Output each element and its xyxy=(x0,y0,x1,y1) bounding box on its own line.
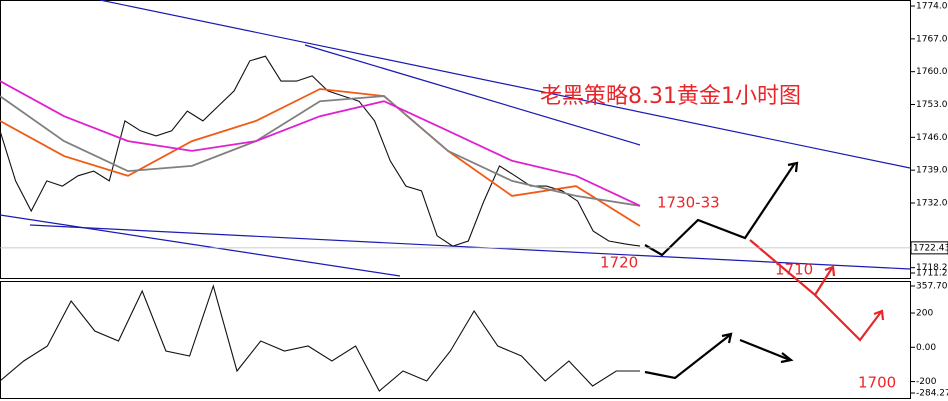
y-tick-label: -200 xyxy=(916,377,937,387)
annotation: 1700 xyxy=(858,374,896,392)
arrow-head xyxy=(873,309,885,321)
channel-line xyxy=(29,224,911,270)
main-panel xyxy=(0,0,911,279)
y-tick-label: -284.278 xyxy=(916,389,948,399)
y-tick-label: 1732.00 xyxy=(916,198,948,208)
series-line xyxy=(0,284,640,392)
arrow-path xyxy=(644,162,796,257)
y-tick-label: 0.00 xyxy=(916,343,936,353)
y-tick-label: 1711.20 xyxy=(916,269,948,279)
arrow-path xyxy=(644,334,731,380)
arrow-head xyxy=(824,265,836,277)
series-line xyxy=(0,80,641,207)
sub-panel xyxy=(0,281,911,399)
arrow-path xyxy=(814,294,882,342)
channel-line xyxy=(304,44,641,146)
y-tick-label: 1774.00 xyxy=(916,2,948,12)
arrow-path xyxy=(739,338,791,362)
arrow-head xyxy=(787,161,799,173)
y-tick-label: 1767.00 xyxy=(916,34,948,44)
arrow-head xyxy=(721,332,733,344)
chart-title: 老黑策略8.31黄金1小时图 xyxy=(540,84,801,109)
y-tick-label: 1739.00 xyxy=(916,166,948,176)
channel-line xyxy=(99,0,911,169)
annotation: 1710 xyxy=(775,261,813,279)
arrows xyxy=(644,161,885,380)
channel-line xyxy=(0,214,401,277)
last-price-label: 1722.43 xyxy=(913,243,948,253)
series-line xyxy=(0,95,641,207)
y-tick-label: 1746.00 xyxy=(916,133,948,143)
y-tick-label: 200 xyxy=(916,309,933,319)
series-line xyxy=(0,88,641,227)
y-tick-label: 1760.00 xyxy=(916,67,948,77)
last-price-box xyxy=(910,241,948,255)
y-tick-label: 1753.00 xyxy=(916,100,948,110)
y-tick-label: 357.703 xyxy=(916,282,948,292)
annotation: 1730-33 xyxy=(657,194,720,212)
annotation: 1720 xyxy=(600,254,638,272)
arrow-head xyxy=(780,352,794,364)
channel-lines xyxy=(0,0,911,277)
y-tick-label: 1718.20 xyxy=(916,263,948,273)
